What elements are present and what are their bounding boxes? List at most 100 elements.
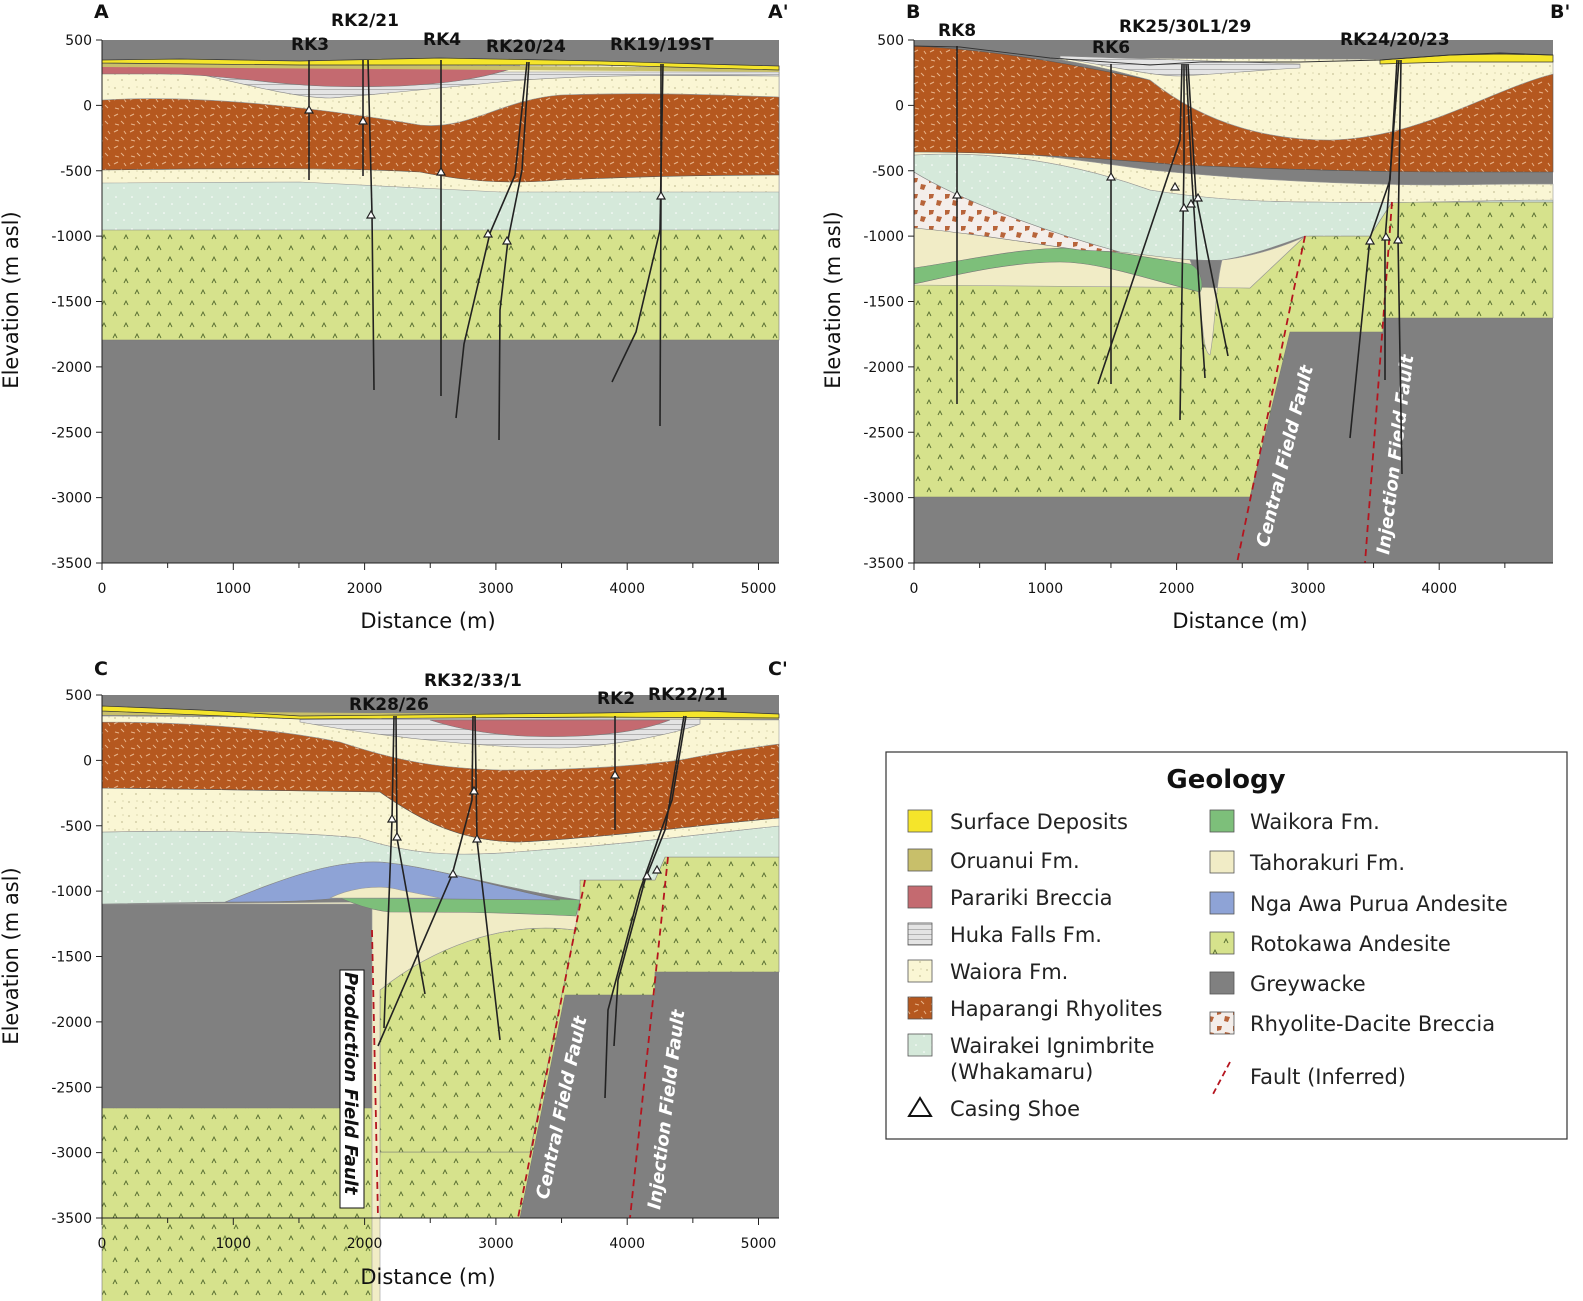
y-tick-label: 500 — [65, 33, 92, 49]
legend-swatch-huka — [907, 922, 933, 946]
x-tick-label: 3000 — [478, 1236, 514, 1252]
y-tick-label: -3500 — [863, 556, 904, 572]
parariki-breccia-layer — [101, 65, 521, 88]
well-label: RK2 — [597, 689, 635, 709]
well-label: RK4 — [423, 30, 461, 50]
x-axis: 0 1000 2000 3000 4000 5000 — [98, 563, 776, 597]
surface-deposits-layer — [101, 705, 780, 720]
x-tick-label: 0 — [98, 581, 107, 597]
y-tick-label: -500 — [872, 164, 904, 180]
legend-swatch-wairakei — [907, 1033, 933, 1057]
legend-title: Geology — [1166, 765, 1285, 795]
x-axis: 0 1000 2000 3000 4000 — [910, 563, 1506, 597]
legend-swatch-rhyolite-dacite-breccia — [1209, 1011, 1235, 1035]
cross-section-a: A A' RK3 RK2/21 RK4 RK20/24 RK19/19ST 50… — [0, 1, 789, 633]
well-label: RK19/19ST — [610, 35, 714, 55]
y-tick-label: 0 — [83, 98, 92, 114]
y-tick-label: -3000 — [51, 491, 92, 507]
section-start-label: A — [94, 1, 109, 23]
y-tick-label: -1500 — [863, 295, 904, 311]
x-tick-label: 5000 — [741, 1236, 777, 1252]
x-tick-label: 3000 — [478, 581, 514, 597]
cross-section-c: Production Field Fault Central Field Fau… — [0, 658, 788, 1301]
y-axis: 500 0 -500 -1000 -1500 -2000 -2500 -3000 -3500 — [51, 33, 102, 572]
casing-shoes — [951, 171, 1404, 245]
central-field-fault-line — [1236, 235, 1306, 564]
y-tick-label: 0 — [895, 98, 904, 114]
central-field-fault-line — [517, 879, 586, 1219]
well-label: RK8 — [938, 21, 976, 41]
legend-swatch-nga-awa-purua — [1209, 891, 1235, 915]
legend-label: Huka Falls Fm. — [950, 923, 1102, 947]
x-tick-label: 1000 — [215, 1236, 251, 1252]
well-label: RK28/26 — [349, 695, 429, 715]
legend-swatch-waiora — [907, 959, 933, 983]
y-tick-label: 0 — [83, 753, 92, 769]
y-tick-label: -1500 — [51, 295, 92, 311]
y-tick-label: -2000 — [863, 360, 904, 376]
legend-swatch-haparangi — [907, 996, 933, 1020]
x-tick-label: 0 — [98, 1236, 107, 1252]
y-tick-label: 500 — [65, 688, 92, 704]
legend-label: Surface Deposits — [950, 810, 1128, 834]
x-axis: 0 1000 2000 3000 4000 5000 — [98, 1218, 777, 1252]
legend-label: Casing Shoe — [950, 1097, 1080, 1121]
y-tick-label: -2000 — [51, 1015, 92, 1031]
waiora-layer — [913, 149, 1554, 203]
fault-label-box — [339, 969, 365, 1209]
fault-icon — [1211, 1061, 1231, 1097]
y-tick-label: -500 — [60, 819, 92, 835]
waikora-layer — [913, 247, 1203, 293]
section-end-label: B' — [1550, 1, 1570, 23]
well-label: RK24/20/23 — [1340, 30, 1450, 50]
well-label: RK6 — [1092, 38, 1130, 58]
legend-swatch-parariki — [907, 885, 933, 909]
section-start-label: C — [94, 658, 108, 680]
x-tick-label: 4000 — [609, 581, 645, 597]
legend-label: Greywacke — [1250, 972, 1366, 996]
legend-label: Rotokawa Andesite — [1250, 932, 1451, 956]
legend-swatch-oruanui — [907, 848, 933, 872]
section-end-label: A' — [768, 1, 789, 23]
y-axis-label: Elevation (m asl) — [0, 211, 23, 388]
surface-line — [913, 45, 1554, 66]
legend-swatch-tahorakuri — [1209, 850, 1235, 874]
x-tick-label: 1000 — [215, 581, 251, 597]
y-tick-label: -3500 — [51, 556, 92, 572]
legend-label: Oruanui Fm. — [950, 849, 1080, 873]
injection-field-fault-line — [629, 856, 669, 1219]
x-axis-label: Distance (m) — [360, 609, 495, 633]
legend-label: Haparangi Rhyolites — [950, 997, 1162, 1021]
geology-legend: Geology Surface Deposits Oruanui Fm. Par… — [885, 751, 1568, 1140]
legend-swatch-surface-deposits — [907, 809, 933, 833]
y-axis-label: Elevation (m asl) — [821, 211, 845, 388]
y-tick-label: -1000 — [51, 229, 92, 245]
huka-falls-layer — [1059, 55, 1301, 77]
x-tick-label: 2000 — [347, 581, 383, 597]
well-label: RK25/30L1/29 — [1119, 17, 1251, 37]
x-tick-label: 0 — [910, 581, 919, 597]
y-tick-label: -1500 — [51, 950, 92, 966]
y-tick-label: -3000 — [51, 1146, 92, 1162]
casing-shoes — [386, 769, 663, 880]
legend-swatch-rotokawa — [1209, 931, 1235, 955]
y-tick-label: -2500 — [863, 425, 904, 441]
y-tick-label: -1000 — [863, 229, 904, 245]
legend-label: Waikora Fm. — [1250, 810, 1380, 834]
legend-label: Tahorakuri Fm. — [1249, 851, 1405, 875]
well-label: RK3 — [291, 35, 329, 55]
well-label: RK20/24 — [486, 37, 566, 57]
x-tick-label: 2000 — [1159, 581, 1195, 597]
x-tick-label: 1000 — [1027, 581, 1063, 597]
casing-shoes — [303, 104, 667, 245]
x-tick-label: 4000 — [609, 1236, 645, 1252]
y-axis: 500 0 -500 -1000 -1500 -2000 -2500 -3000 -3500 — [863, 33, 914, 572]
x-tick-label: 4000 — [1421, 581, 1457, 597]
well-label: RK32/33/1 — [424, 671, 522, 691]
legend-swatch-greywacke — [1209, 971, 1235, 995]
y-tick-label: -1000 — [51, 884, 92, 900]
y-axis: 500 0 -500 -1000 -1500 -2000 -2500 -3000 -3500 — [51, 688, 102, 1227]
legend-label: Wairakei Ignimbrite — [950, 1034, 1155, 1058]
x-tick-label: 2000 — [347, 1236, 383, 1252]
injection-field-fault-line — [1364, 201, 1393, 564]
